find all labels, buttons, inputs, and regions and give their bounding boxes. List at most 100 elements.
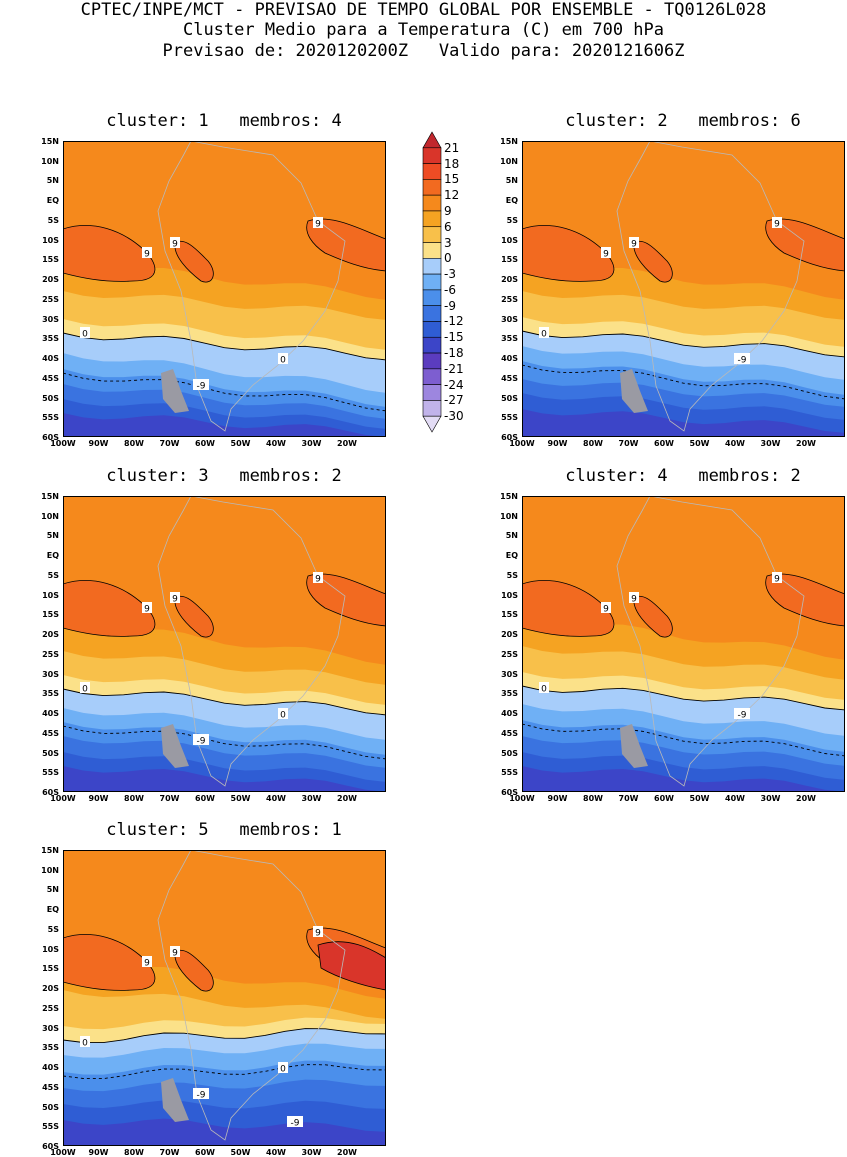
warm-region-west (63, 934, 156, 991)
contour-label: 0 (82, 1039, 88, 1049)
lat-tick-label: 35S (42, 689, 59, 699)
contour-label: 9 (631, 240, 637, 250)
lon-tick-label: 40W (266, 439, 286, 448)
colorbar-level-label: -12 (444, 314, 464, 329)
lat-tick-label: 55S (501, 768, 518, 778)
lat-tick-label: 5N (46, 531, 59, 541)
contour-label: 0 (280, 711, 286, 721)
patagonia-land (161, 724, 189, 768)
colorbar (422, 131, 442, 433)
lat-tick-label: 25S (42, 294, 59, 304)
lon-tick-label: 40W (266, 1148, 286, 1157)
lat-tick-label: EQ (505, 196, 518, 206)
colorbar-level-label: 21 (444, 140, 460, 155)
contour-label: 0 (82, 330, 88, 340)
plot-frame (63, 850, 386, 1146)
colorbar-level-label: 9 (444, 203, 452, 218)
colorbar-level-label: 18 (444, 156, 460, 171)
contour-label-box (170, 946, 180, 957)
lat-tick-label: 25S (501, 649, 518, 659)
contour-label-box (772, 572, 782, 583)
warm-region-west (522, 225, 615, 282)
lat-tick-label: 30S (501, 669, 518, 679)
contour-zero (63, 1028, 386, 1044)
lon-tick-label: 60W (654, 439, 674, 448)
field-m18to-15 (522, 409, 845, 437)
lon-tick-label: 20W (337, 1148, 357, 1157)
lat-tick-label: 5S (47, 570, 59, 580)
contour-zero (63, 332, 386, 361)
lat-tick-label: 60S (501, 788, 518, 797)
colorbar-level-label: -24 (444, 377, 464, 392)
colorbar-arrow-top (422, 131, 442, 149)
patagonia-land (161, 369, 189, 413)
header-dates: Previsao de: 2020120200Z Valido para: 20… (162, 41, 685, 61)
lat-tick-label: 20S (501, 275, 518, 285)
lat-tick-label: 10S (42, 590, 59, 600)
field-m18to-15 (63, 413, 386, 437)
field-m18to-15 (522, 766, 845, 792)
lat-tick-label: 5N (46, 885, 59, 895)
lat-tick-label: 50S (501, 393, 518, 403)
warm-region-west (522, 580, 615, 637)
contour-label-box (601, 602, 611, 613)
plot-frame (522, 496, 845, 792)
lat-tick-label: 5S (47, 924, 59, 934)
colorbar-swatch (422, 147, 442, 164)
lat-tick-label: EQ (46, 551, 59, 561)
lon-tick-label: 50W (230, 794, 251, 803)
lat-tick-label: 15S (42, 610, 59, 620)
panel-title: cluster: 1 membros: 4 (106, 111, 342, 131)
colorbar-swatch (422, 336, 442, 354)
warm-region-andes (174, 595, 214, 638)
contour-label: 0 (541, 330, 547, 340)
warm-region-atlantic (765, 573, 845, 627)
colorbar-level-label: -15 (444, 330, 464, 345)
plot-frame (522, 141, 845, 437)
lon-tick-label: 70W (159, 1148, 180, 1157)
contour-minus9 (522, 364, 845, 400)
contour-label-box (193, 1088, 209, 1099)
warm-region-west (63, 580, 156, 637)
lat-tick-label: 5N (505, 176, 518, 186)
panel-title: cluster: 5 membros: 1 (106, 820, 342, 840)
panel-title: cluster: 4 membros: 2 (565, 466, 801, 486)
lat-tick-label: 50S (42, 393, 59, 403)
lon-tick-label: 60W (195, 794, 215, 803)
lat-tick-label: 40S (42, 354, 59, 364)
lat-tick-label: 55S (42, 1122, 59, 1132)
contour-label: -9 (738, 356, 747, 366)
contour-label-box (313, 217, 323, 228)
colorbar-swatch (422, 273, 442, 291)
contour-label: 9 (603, 605, 609, 615)
lat-tick-label: 10N (41, 865, 59, 875)
colorbar-swatch (422, 305, 442, 322)
contour-minus9 (63, 725, 386, 760)
colorbar-swatch (422, 179, 442, 196)
lon-tick-label: 80W (124, 1148, 144, 1157)
lon-tick-label: 100W (509, 439, 535, 448)
lat-tick-label: 10N (41, 156, 59, 166)
field-m18to-15 (63, 766, 386, 792)
lon-tick-label: 20W (796, 439, 816, 448)
lat-tick-label: 10N (41, 511, 59, 521)
contour-label-box (80, 327, 90, 338)
contour-label-box (313, 572, 323, 583)
lat-tick-label: 10S (42, 944, 59, 954)
lat-tick-label: 10S (42, 235, 59, 245)
contour-label-box (278, 1062, 288, 1073)
lat-tick-label: 30S (42, 669, 59, 679)
lat-tick-label: 60S (42, 433, 59, 442)
colorbar-swatch (422, 163, 442, 180)
contour-label: 0 (280, 1065, 286, 1075)
lon-tick-label: 60W (195, 439, 215, 448)
contour-label-box (601, 247, 611, 258)
lat-tick-label: 40S (42, 1063, 59, 1073)
contour-label-box (539, 682, 549, 693)
colorbar-level-label: -27 (444, 393, 464, 408)
map-panel-5: 9 9 9 0 0 -9 -9 (63, 850, 386, 1146)
continent-outline (616, 496, 805, 787)
lat-tick-label: 15S (501, 610, 518, 620)
colorbar-level-label: -18 (444, 346, 464, 361)
contour-label-box (142, 247, 152, 258)
